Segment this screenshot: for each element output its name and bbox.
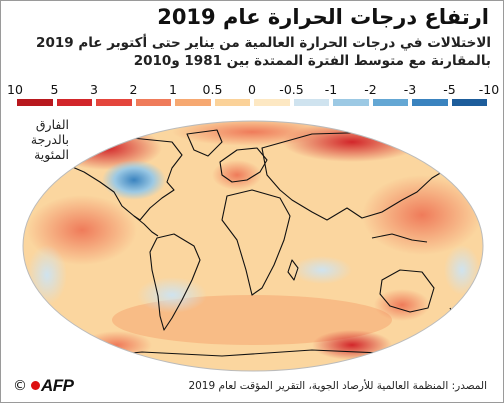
legend-swatch — [175, 99, 211, 106]
anomaly-cool-east-pacific — [27, 245, 67, 305]
legend-label: -3 — [403, 82, 417, 97]
legend-label: 1 — [169, 82, 177, 97]
subtitle: الاختلالات في درجات الحرارة العالمية من … — [11, 34, 491, 70]
legend-label: 0.5 — [202, 82, 223, 97]
legend-swatch — [214, 99, 250, 106]
afp-dot-icon — [31, 381, 40, 390]
legend-swatch — [135, 99, 171, 106]
page-title: ارتفاع درجات الحرارة عام 2019 — [157, 5, 489, 29]
legend-swatch — [17, 99, 53, 106]
legend-label: 0 — [248, 82, 256, 97]
legend-swatch — [451, 99, 487, 106]
anomaly-warm-arctic — [172, 121, 332, 146]
legend-label: -10 — [478, 82, 500, 97]
color-legend: 10 5 3 2 1 0.5 0 -0.5 -1 -2 -3 -5 -10 — [7, 82, 499, 112]
subtitle-line-2: بالمقارنة مع متوسط الفترة الممتدة بين 19… — [133, 53, 491, 69]
legend-swatch — [293, 99, 329, 106]
globe-outline — [22, 120, 484, 372]
anomaly-cool-central-pacific — [444, 245, 480, 295]
coast-south-america — [149, 233, 201, 331]
legend-label: -2 — [364, 82, 377, 97]
anomaly-cold-north-america — [102, 160, 166, 200]
coast-africa — [221, 189, 291, 296]
source-note: المصدر: المنظمة العالمية للأرصاد الجوية،… — [188, 380, 487, 392]
legend-swatch — [333, 99, 369, 106]
legend-label: -0.5 — [279, 82, 304, 97]
world-anomaly-map — [22, 120, 484, 372]
coast-central-america — [133, 215, 159, 237]
legend-label: -5 — [443, 82, 456, 97]
coast-new-zealand — [449, 307, 457, 331]
legend-label: 2 — [129, 82, 138, 97]
legend-label: 5 — [50, 82, 59, 97]
anomaly-cool-indian-ocean — [292, 256, 352, 284]
anomaly-warm-australia — [374, 289, 430, 321]
anomaly-cool-south-atlantic — [137, 277, 207, 313]
legend-swatch — [254, 99, 290, 106]
legend-label: 10 — [7, 82, 23, 97]
legend-label: 3 — [90, 82, 98, 97]
afp-logo-text: AFP — [41, 376, 74, 395]
legend-swatch — [56, 99, 92, 106]
legend-unit-label: الفارق بالدرجة المئوية — [30, 117, 69, 162]
legend-swatch — [96, 99, 132, 106]
coast-north-america — [61, 137, 183, 221]
anomaly-warm-west-pacific — [362, 175, 482, 255]
copyright-symbol: © — [13, 378, 27, 394]
legend-swatch — [412, 99, 448, 106]
anomaly-warm-europe — [212, 160, 262, 190]
coast-indonesia — [371, 233, 428, 243]
coast-europe — [219, 147, 268, 183]
coast-madagascar — [287, 259, 299, 281]
coast-australia — [379, 269, 435, 313]
coast-greenland — [186, 129, 223, 157]
anomaly-hot-antarctic — [312, 330, 392, 360]
subtitle-line-1: الاختلالات في درجات الحرارة العالمية من … — [36, 35, 491, 51]
legend-swatch — [372, 99, 408, 106]
afp-logo: AFP — [31, 376, 74, 396]
legend-label: -1 — [324, 82, 338, 97]
